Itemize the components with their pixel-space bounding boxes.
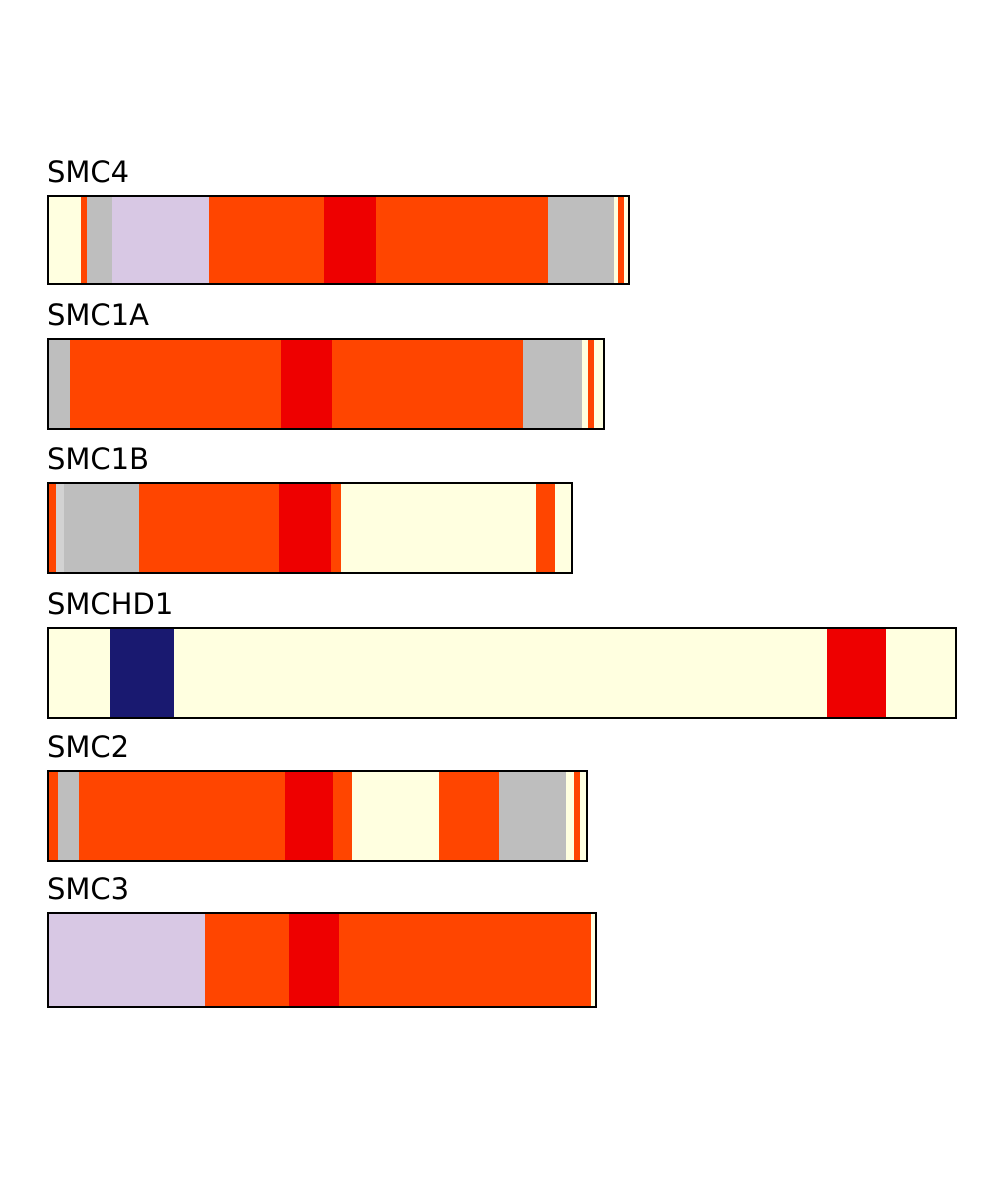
domain-segment-cream	[591, 914, 595, 1006]
domain-segment-gray	[499, 772, 566, 860]
domain-segment-orangered	[439, 772, 499, 860]
domain-segment-lavender	[49, 914, 205, 1006]
protein-label: SMC2	[47, 730, 130, 764]
domain-segment-gray	[523, 340, 582, 428]
domain-segment-orangered	[618, 197, 624, 283]
domain-segment-orangered	[49, 484, 56, 572]
domain-segment-gray	[49, 340, 70, 428]
domain-segment-cream	[886, 629, 955, 717]
domain-segment-orangered	[339, 914, 591, 1006]
protein-label: SMC1B	[47, 442, 150, 476]
domain-segment-cream	[555, 484, 571, 572]
domain-segment-gray	[87, 197, 112, 283]
protein-label: SMC3	[47, 872, 130, 906]
domain-segment-red	[281, 340, 332, 428]
domain-segment-cream	[352, 772, 439, 860]
domain-segment-gray	[64, 484, 139, 572]
domain-segment-lavender	[112, 197, 209, 283]
domain-segment-cream	[580, 772, 586, 860]
domain-segment-orangered	[79, 772, 285, 860]
domain-segment-red	[289, 914, 339, 1006]
domain-segment-cream	[341, 484, 536, 572]
domain-segment-cream	[49, 197, 81, 283]
domain-segment-cream	[624, 197, 628, 283]
domain-segment-orangered	[49, 772, 58, 860]
domain-segment-orangered	[209, 197, 324, 283]
protein-bar	[47, 338, 605, 430]
domain-segment-cream	[566, 772, 574, 860]
protein-bar	[47, 482, 573, 574]
domain-segment-orangered	[376, 197, 548, 283]
domain-segment-orangered	[205, 914, 289, 1006]
domain-segment-cream	[594, 340, 603, 428]
domain-segment-orangered	[139, 484, 279, 572]
domain-segment-orangered	[332, 340, 523, 428]
protein-bar	[47, 770, 588, 862]
protein-label: SMC1A	[47, 298, 149, 332]
domain-segment-red	[285, 772, 333, 860]
domain-segment-navy	[110, 629, 174, 717]
domain-segment-orangered	[70, 340, 281, 428]
domain-segment-cream	[174, 629, 827, 717]
domain-segment-lightgray	[56, 484, 64, 572]
domain-segment-orangered	[331, 484, 341, 572]
protein-label: SMCHD1	[47, 587, 174, 621]
domain-segment-orangered	[574, 772, 580, 860]
protein-label: SMC4	[47, 155, 130, 189]
protein-bar	[47, 627, 957, 719]
domain-segment-gray	[58, 772, 79, 860]
domain-segment-gray	[548, 197, 614, 283]
domain-segment-cream	[582, 340, 588, 428]
protein-bar	[47, 912, 597, 1008]
domain-segment-red	[324, 197, 376, 283]
domain-segment-cream	[49, 629, 110, 717]
protein-bar	[47, 195, 630, 285]
domain-segment-orangered	[333, 772, 352, 860]
domain-segment-orangered	[81, 197, 87, 283]
domain-segment-cream	[614, 197, 618, 283]
domain-segment-red	[279, 484, 331, 572]
domain-segment-orangered	[536, 484, 555, 572]
domain-segment-red	[827, 629, 886, 717]
domain-segment-orangered	[588, 340, 594, 428]
